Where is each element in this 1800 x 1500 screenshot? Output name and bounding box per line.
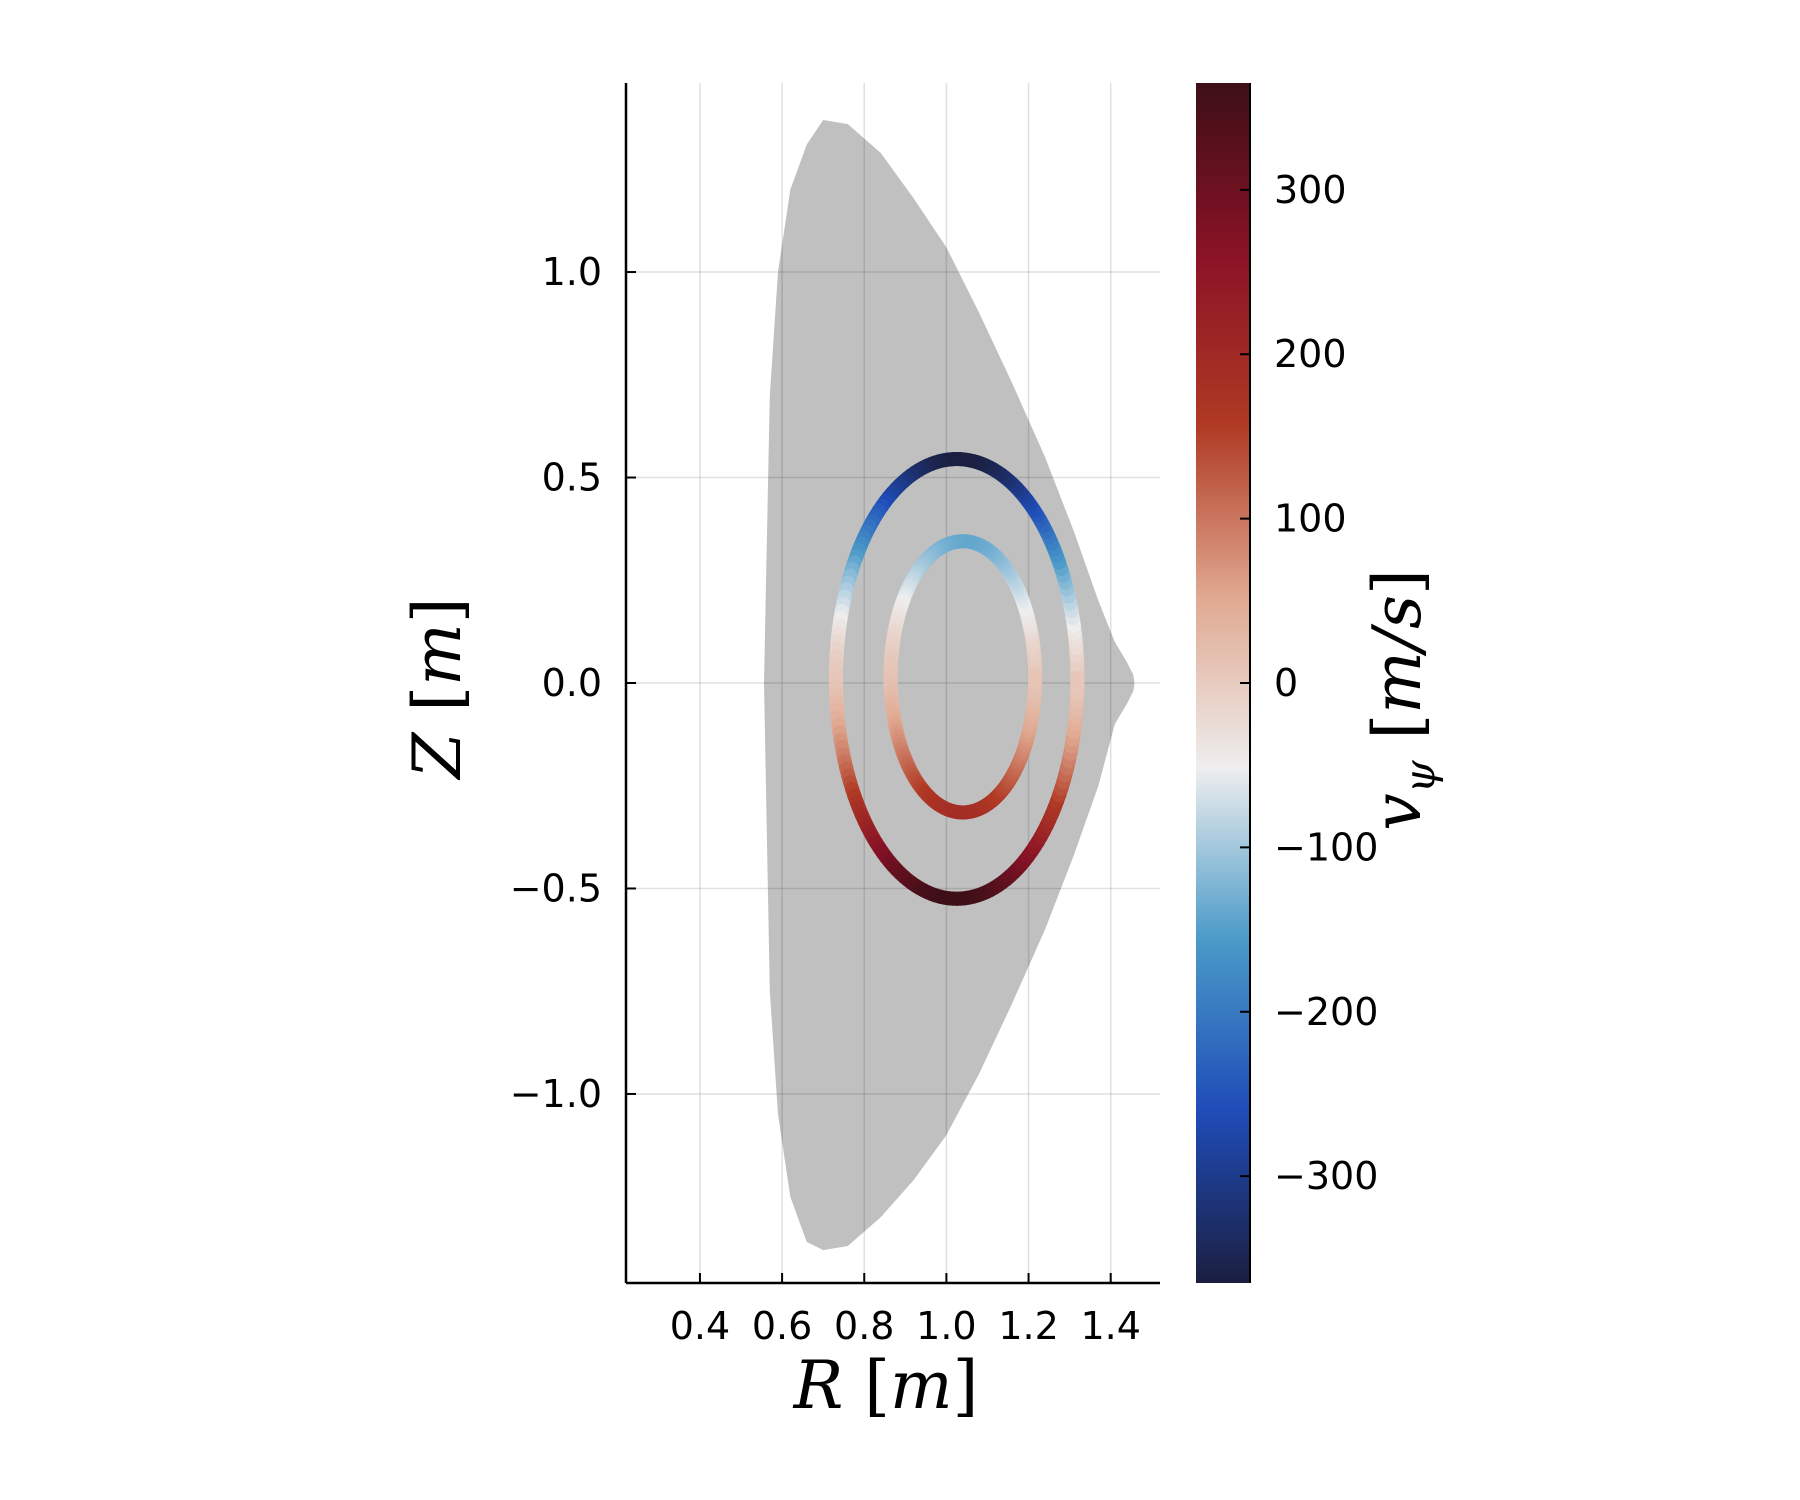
plasma-region (764, 120, 1135, 1251)
x-tick-label-5: 1.4 (1080, 1304, 1140, 1348)
plot-area (626, 83, 1160, 1283)
flux-surface-1 (883, 534, 1043, 820)
colorbar-tick-label-0: −300 (1274, 1154, 1378, 1198)
colorbar-tick-label-6: 300 (1274, 168, 1347, 212)
y-tick-label-1: −0.5 (510, 866, 602, 910)
x-tick-label-0: 0.4 (670, 1304, 730, 1348)
colorbar-tick-label-4: 100 (1274, 497, 1347, 541)
y-ticks: −1.0 −0.5 0.0 0.5 1.0 (510, 250, 636, 1116)
x-tick-label-4: 1.2 (998, 1304, 1058, 1348)
colorbar-ticks: −300 −200 −100 0 100 200 300 (1240, 168, 1378, 1198)
x-tick-label-1: 0.6 (752, 1304, 812, 1348)
x-tick-label-2: 0.8 (834, 1304, 894, 1348)
flux-surfaces (828, 452, 1085, 906)
colorbar: −300 −200 −100 0 100 200 300 (1196, 83, 1378, 1283)
x-tick-label-3: 1.0 (916, 1304, 976, 1348)
colorbar-label: vψ [m/s] (1359, 569, 1444, 830)
y-axis-label: Z [m] (399, 598, 476, 781)
flux-surface-0 (828, 452, 1085, 906)
axes: 0.4 0.6 0.8 1.0 1.2 1.4 −1.0 −0.5 0.0 0.5 1.0 (510, 83, 1160, 1348)
y-tick-label-4: 1.0 (542, 250, 602, 294)
colorbar-tick-label-5: 200 (1274, 332, 1347, 376)
colorbar-tick-label-3: 0 (1274, 661, 1298, 705)
x-ticks: 0.4 0.6 0.8 1.0 1.2 1.4 (670, 1273, 1141, 1348)
x-axis-label: R [m] (793, 1347, 979, 1424)
colorbar-tick-label-2: −100 (1274, 825, 1378, 869)
y-tick-label-0: −1.0 (510, 1072, 602, 1116)
y-tick-label-3: 0.5 (542, 456, 602, 500)
y-tick-label-2: 0.0 (542, 661, 602, 705)
colorbar-tick-label-1: −200 (1274, 990, 1378, 1034)
